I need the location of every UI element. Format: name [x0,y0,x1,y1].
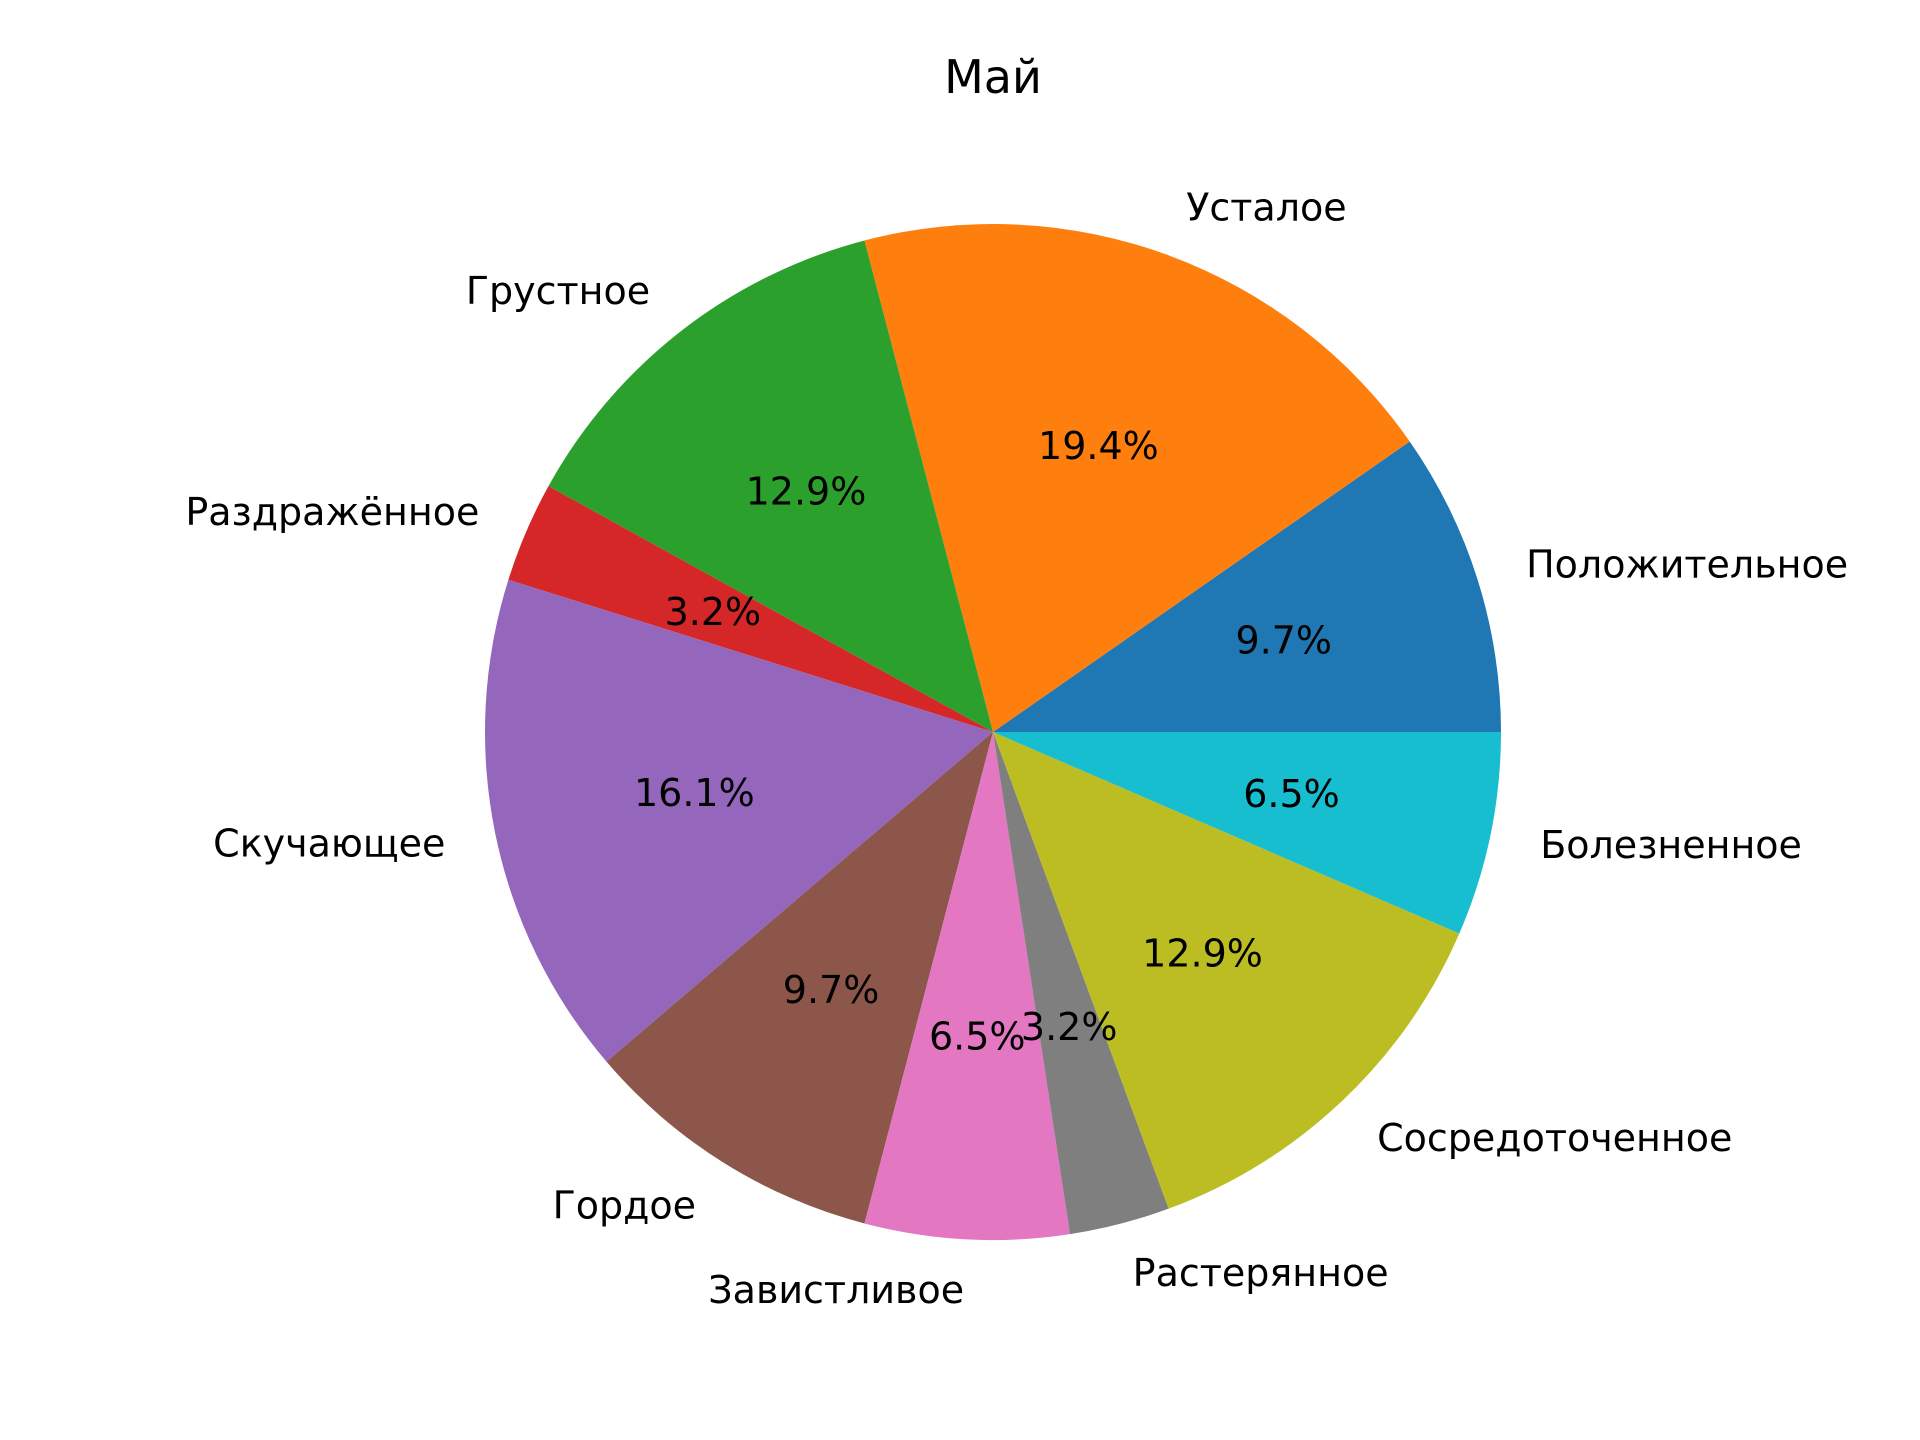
percent-label-4: 3.2% [665,590,762,634]
slice-label-9: Сосредоточенное [1377,1116,1732,1160]
pie-slice-2 [864,224,1410,733]
pie-slice-6 [606,732,993,1224]
slice-label-8: Растерянное [1133,1251,1389,1295]
pie-slice-10 [993,732,1501,934]
slice-label-3: Грустное [466,269,650,313]
percent-label-7: 6.5% [929,1014,1026,1058]
percent-labels: 9.7%19.4%12.9%3.2%16.1%9.7%6.5%3.2%12.9%… [634,424,1340,1058]
pie-slice-7 [864,732,1071,1241]
pie-slice-4 [508,486,993,732]
chart-title: Май [944,50,1042,104]
slice-label-10: Болезненное [1540,823,1802,867]
pie-slices [485,224,1501,1241]
percent-label-1: 9.7% [1236,619,1333,663]
percent-label-5: 16.1% [634,771,755,815]
pie-slice-8 [993,732,1169,1235]
pie-slice-1 [993,441,1501,732]
slice-labels: Положительное Усталое Грустное Раздражённое… [185,186,1848,1312]
slice-label-2: Усталое [1186,186,1346,230]
pie-slice-9 [993,732,1460,1209]
percent-label-6: 9.7% [783,968,880,1012]
percent-label-2: 19.4% [1038,424,1159,468]
percent-label-8: 3.2% [1021,1005,1118,1049]
slice-label-4: Раздражённое [185,490,479,534]
percent-label-10: 6.5% [1243,772,1340,816]
percent-label-9: 12.9% [1142,931,1263,975]
pie-slice-5 [485,579,993,1062]
slice-label-7: Завистливое [708,1268,964,1312]
slice-label-1: Положительное [1526,543,1848,587]
percent-label-3: 12.9% [746,469,867,513]
slice-label-6: Гордое [553,1183,696,1227]
pie-slice-3 [548,240,993,732]
slice-label-5: Скучающее [213,821,445,865]
